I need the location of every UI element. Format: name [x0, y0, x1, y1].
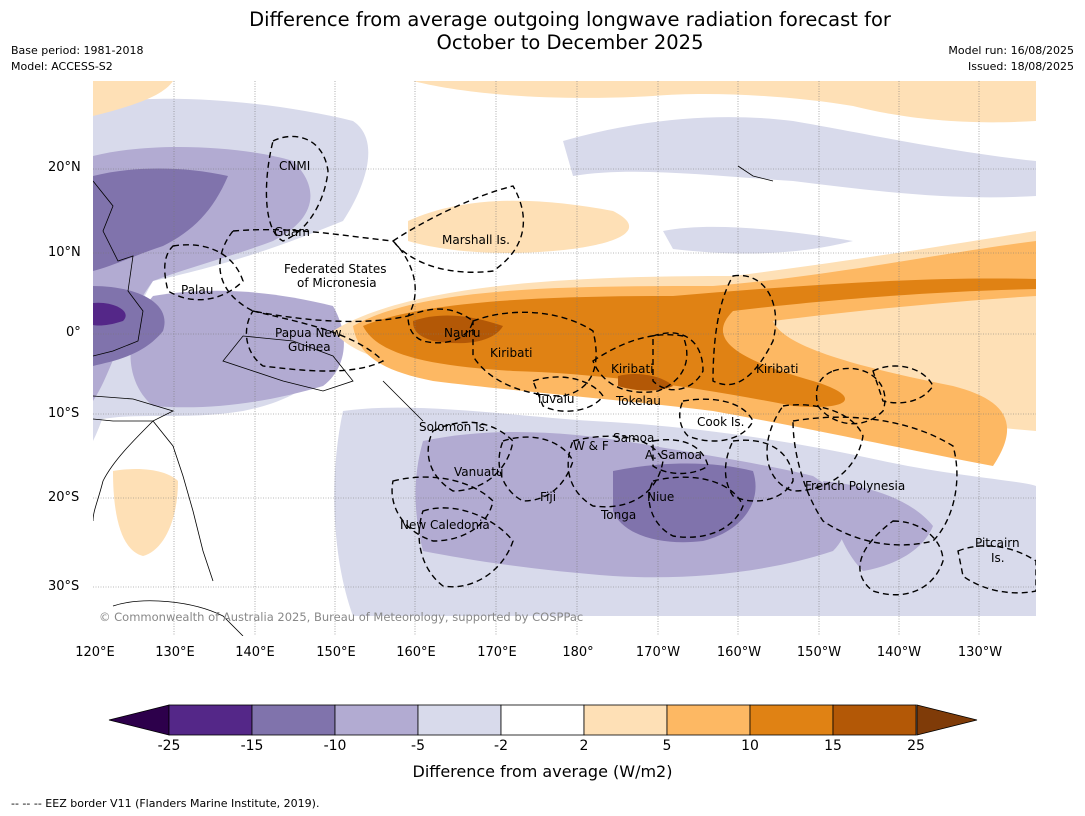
- colorbar-arrow-right: [916, 704, 978, 736]
- label-cook: Cook Is.: [697, 415, 744, 429]
- colorbar-segment: [334, 704, 419, 736]
- colorbar-arrow-left: [108, 704, 170, 736]
- label-vanuatu: Vanuatu: [454, 465, 504, 479]
- lon-label-170e: 170°E: [477, 645, 517, 660]
- label-png-2: Guinea: [288, 340, 331, 354]
- anomaly-deepest-purple: [93, 302, 126, 326]
- label-kiribati-east: Kiribati: [756, 362, 798, 376]
- colorbar-segment: [666, 704, 751, 736]
- label-solomon: Solomon Is.: [419, 420, 489, 434]
- eez-legend-footer: -- -- -- EEZ border V11 (Flanders Marine…: [11, 797, 320, 810]
- meta-right: Model run: 16/08/2025 Issued: 18/08/2025: [948, 43, 1074, 75]
- colorbar-tick: -25: [157, 738, 181, 754]
- issued-date: Issued: 18/08/2025: [967, 60, 1074, 73]
- label-fiji: Fiji: [540, 490, 556, 504]
- label-samoa: Samoa: [613, 431, 654, 445]
- colorbar-segment: [417, 704, 502, 736]
- label-marshall: Marshall Is.: [442, 233, 510, 247]
- forecast-map: CNMI Guam Marshall Is. Federated States …: [93, 81, 1036, 636]
- colorbar-tick: -10: [323, 738, 347, 754]
- lat-label-20s: 20°S: [48, 490, 80, 505]
- copyright-notice: © Commonwealth of Australia 2025, Bureau…: [99, 610, 583, 624]
- label-pitcairn-2: Is.: [991, 551, 1005, 565]
- label-nauru: Nauru: [444, 326, 480, 340]
- lon-label-120e: 120°E: [75, 645, 115, 660]
- colorbar-segment: [168, 704, 253, 736]
- colorbar-tick: -15: [240, 738, 264, 754]
- title-line-2: October to December 2025: [436, 31, 704, 54]
- label-tokelau: Tokelau: [615, 394, 661, 408]
- colorbar-tick: 25: [907, 738, 925, 754]
- place-labels: CNMI Guam Marshall Is. Federated States …: [181, 159, 1020, 565]
- lat-label-20n: 20°N: [48, 160, 81, 175]
- lat-label-10n: 10°N: [48, 245, 81, 260]
- colorbar-tick: 5: [662, 738, 672, 754]
- colorbar-tick: 15: [824, 738, 842, 754]
- label-png-1: Papua New: [275, 326, 342, 340]
- model-run: Model run: 16/08/2025: [948, 44, 1074, 57]
- colorbar: [108, 704, 978, 736]
- anomaly-dark-orange: [363, 278, 1036, 407]
- lon-label-170w: 170°W: [635, 645, 681, 660]
- label-niue: Niue: [647, 490, 674, 504]
- lon-label-130e: 130°E: [155, 645, 195, 660]
- map-canvas: CNMI Guam Marshall Is. Federated States …: [93, 81, 1036, 636]
- label-fsm-2: of Micronesia: [297, 276, 377, 290]
- colorbar-segment: [251, 704, 336, 736]
- colorbar-title: Difference from average (W/m2): [412, 762, 673, 781]
- colorbar-segment: [832, 704, 917, 736]
- lat-label-30s: 30°S: [48, 579, 80, 594]
- label-wallis-futuna: W & F: [573, 439, 609, 453]
- lat-label-10s: 10°S: [48, 406, 80, 421]
- label-new-caledonia: New Caledonia: [400, 518, 490, 532]
- colorbar-tick: -2: [494, 738, 508, 754]
- colorbar-segment: [500, 704, 585, 736]
- model-name: Model: ACCESS-S2: [11, 60, 113, 73]
- label-guam: Guam: [274, 225, 310, 239]
- label-kiribati-central: Kiribati: [611, 362, 653, 376]
- label-cnmi: CNMI: [279, 159, 310, 173]
- label-american-samoa: A. Samoa: [645, 448, 702, 462]
- label-kiribati-west: Kiribati: [490, 346, 532, 360]
- colorbar-tick: 10: [741, 738, 759, 754]
- lon-label-160w: 160°W: [716, 645, 762, 660]
- base-period: Base period: 1981-2018: [11, 44, 144, 57]
- coastlines: [93, 165, 774, 636]
- colorbar-tick: -5: [411, 738, 425, 754]
- graticule: [93, 81, 1036, 636]
- eez-borders: [164, 135, 1036, 596]
- label-tonga: Tonga: [600, 508, 636, 522]
- lon-label-140w: 140°W: [876, 645, 922, 660]
- lon-label-150e: 150°E: [316, 645, 356, 660]
- lon-label-130w: 130°W: [957, 645, 1003, 660]
- lon-label-150w: 150°W: [796, 645, 842, 660]
- colorbar-segments: [168, 704, 917, 736]
- label-tuvalu: Tuvalu: [535, 392, 575, 406]
- lon-label-140e: 140°E: [235, 645, 275, 660]
- label-pitcairn-1: Pitcairn: [975, 536, 1020, 550]
- meta-left: Base period: 1981-2018 Model: ACCESS-S2: [11, 43, 143, 75]
- lon-label-180: 180°: [562, 645, 594, 660]
- lon-label-160e: 160°E: [396, 645, 436, 660]
- colorbar-segment: [583, 704, 668, 736]
- label-french-polynesia: French Polynesia: [805, 479, 905, 493]
- map-title: Difference from average outgoing longwav…: [0, 8, 1085, 54]
- colorbar-segment: [749, 704, 834, 736]
- lat-label-equator: 0°: [66, 325, 81, 340]
- title-line-1: Difference from average outgoing longwav…: [249, 8, 891, 31]
- label-palau: Palau: [181, 283, 213, 297]
- colorbar-tick: 2: [579, 738, 589, 754]
- label-fsm-1: Federated States: [284, 262, 386, 276]
